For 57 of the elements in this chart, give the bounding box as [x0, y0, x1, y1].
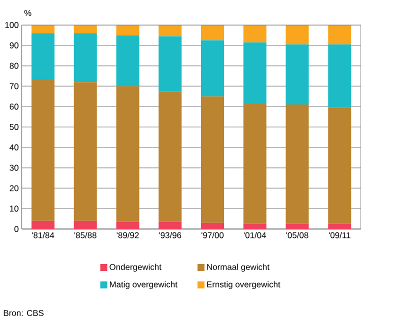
bar: [201, 24, 224, 40]
bar: [328, 44, 352, 108]
bar: [286, 104, 309, 224]
y-tick-label: 20: [10, 185, 18, 192]
y-tick-label: 10: [10, 206, 18, 212]
bar: [158, 36, 182, 92]
bar: [286, 44, 309, 105]
y-tick-label: 80: [10, 62, 18, 69]
y-axis-title: %: [24, 10, 32, 16]
bar: [286, 24, 309, 44]
y-tick-label: 70: [10, 83, 18, 90]
bar: [328, 224, 352, 229]
bar: [116, 24, 140, 36]
x-tick-label: '09/11: [328, 232, 350, 238]
bar: [74, 82, 97, 221]
bar: [116, 86, 140, 222]
legend-label: Matig overgewicht: [110, 281, 178, 290]
bar: [32, 79, 54, 221]
bar: [328, 108, 352, 224]
legend-label: Ernstig overgewicht: [207, 281, 280, 290]
bar: [201, 222, 224, 229]
x-tick-label: '85/88: [74, 232, 96, 238]
bar: [158, 91, 182, 222]
bar: [32, 220, 54, 229]
bar: [243, 42, 266, 104]
bar: [243, 224, 266, 229]
bar: [243, 24, 266, 42]
bar: [74, 33, 97, 82]
bar: [116, 35, 140, 86]
bar: [158, 24, 182, 36]
legend-label: Ondergewicht: [110, 264, 162, 272]
bar: [74, 220, 97, 229]
bar: [116, 222, 140, 229]
x-tick-label: '01/04: [244, 232, 266, 238]
y-tick-label: 90: [10, 42, 18, 48]
bar: [32, 33, 54, 80]
legend-label: Normaal gewicht: [207, 264, 270, 272]
bar: [74, 24, 97, 34]
bar: [328, 24, 352, 44]
text: Bron: CBS: [4, 310, 44, 316]
bar: [32, 24, 54, 34]
y-tick-label: 100: [5, 22, 18, 28]
y-tick-label: 30: [10, 164, 18, 171]
bar: [243, 104, 266, 224]
y-tick-label: 0: [14, 226, 18, 232]
x-tick-label: '05/08: [286, 232, 308, 238]
bar: [201, 96, 224, 223]
y-tick-label: 60: [10, 104, 18, 110]
x-tick-label: '81/84: [32, 232, 54, 238]
x-tick-label: '97/00: [202, 232, 224, 238]
bar: [286, 224, 309, 229]
y-tick-label: 40: [10, 144, 18, 150]
y-tick-label: 50: [10, 124, 18, 130]
bar: [201, 40, 224, 96]
bar: [158, 222, 182, 229]
x-tick-label: '93/96: [159, 232, 182, 238]
x-tick-label: '89/92: [116, 232, 139, 238]
